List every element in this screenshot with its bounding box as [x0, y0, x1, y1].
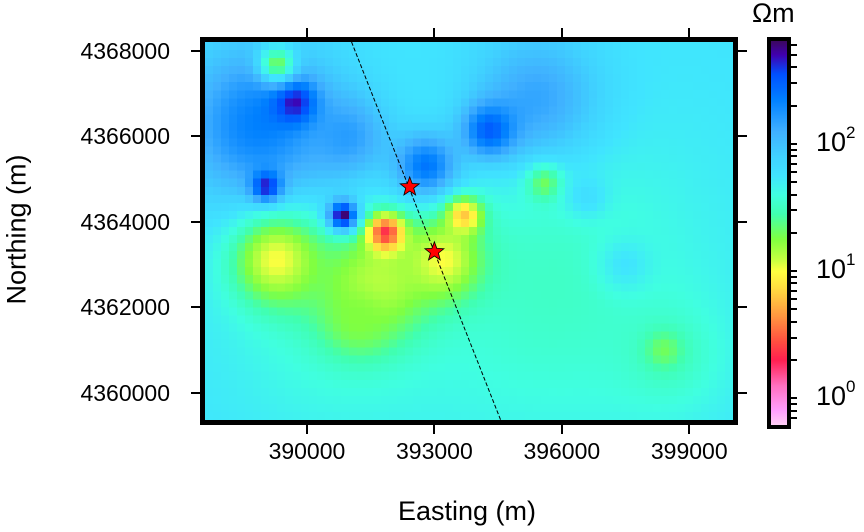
- colorbar-tick: [787, 82, 797, 85]
- x-tick-top: [688, 28, 691, 37]
- colorbar-tick: [787, 44, 797, 47]
- colorbar-label-exponent: 2: [846, 122, 856, 142]
- colorbar-label-exponent: 0: [846, 377, 856, 397]
- x-axis-label: Easting (m): [397, 496, 537, 526]
- y-tick-label: 4366000: [80, 123, 170, 150]
- x-tick-label: 390000: [268, 438, 346, 464]
- colorbar-tick: [787, 359, 797, 362]
- colorbar-label: 101: [816, 250, 856, 285]
- x-tick-label: 399000: [650, 438, 728, 464]
- y-tick: [191, 49, 200, 52]
- colorbar-tick: [787, 104, 797, 107]
- y-tick-right: [738, 391, 747, 394]
- x-tick-top: [560, 28, 563, 37]
- colorbar-unit: Ωm: [752, 0, 795, 28]
- colorbar-tick: [787, 409, 797, 412]
- y-axis-label: Northing (m): [1, 154, 32, 305]
- colorbar-label-base: 10: [816, 254, 847, 285]
- colorbar-tick: [787, 320, 797, 323]
- map-overlay: [351, 42, 502, 420]
- y-tick-label: 4364000: [80, 208, 170, 235]
- x-tick: [433, 425, 436, 434]
- colorbar-tick: [787, 403, 797, 406]
- y-tick-right: [738, 135, 747, 138]
- resistivity-heatmap: [205, 42, 733, 420]
- colorbar-tick: [787, 336, 797, 339]
- x-tick-top: [305, 28, 308, 37]
- star-marker-1: [399, 175, 421, 196]
- y-tick: [191, 306, 200, 309]
- colorbar-label: 102: [816, 122, 856, 158]
- colorbar-tick: [787, 289, 797, 292]
- map-plot-area: [200, 37, 738, 425]
- colorbar-tick: [787, 142, 797, 145]
- y-tick: [191, 220, 200, 223]
- y-tick-label: 4362000: [80, 294, 170, 321]
- colorbar-tick: [787, 298, 797, 301]
- x-tick-label: 393000: [396, 438, 473, 464]
- y-tick-label: 4360000: [80, 379, 170, 406]
- colorbar-tick: [787, 181, 797, 184]
- colorbar-tick: [787, 155, 797, 158]
- colorbar-tick: [787, 270, 797, 273]
- colorbar-label-base: 10: [816, 126, 847, 157]
- colorbar-tick: [787, 416, 797, 419]
- colorbar-tick: [787, 148, 797, 151]
- y-tick-right: [738, 306, 747, 309]
- x-tick-top: [433, 28, 436, 37]
- colorbar-tick: [787, 209, 797, 212]
- colorbar-tick: [787, 231, 797, 234]
- colorbar-tick: [787, 282, 797, 285]
- colorbar-tick: [787, 275, 797, 278]
- colorbar-tick: [787, 397, 797, 400]
- x-tick: [560, 425, 563, 434]
- y-tick: [191, 391, 200, 394]
- colorbar-tick: [787, 193, 797, 196]
- star-marker-2: [423, 240, 445, 261]
- y-tick: [191, 135, 200, 138]
- colorbar-label: 100: [816, 377, 856, 412]
- y-tick-right: [738, 49, 747, 52]
- colorbar-tick: [787, 66, 797, 69]
- colorbar-gradient: [771, 41, 787, 425]
- colorbar-tick: [787, 171, 797, 174]
- x-tick: [688, 425, 691, 434]
- colorbar-tick: [787, 54, 797, 57]
- colorbar-label-exponent: 1: [846, 250, 856, 270]
- y-tick-right: [738, 220, 747, 223]
- x-tick: [305, 425, 308, 434]
- x-tick-label: 396000: [523, 438, 601, 464]
- colorbar-tick: [787, 162, 797, 165]
- colorbar-tick: [787, 308, 797, 311]
- y-tick-label: 4368000: [80, 37, 170, 64]
- profile-line: [351, 42, 502, 420]
- colorbar-label-base: 10: [816, 381, 847, 412]
